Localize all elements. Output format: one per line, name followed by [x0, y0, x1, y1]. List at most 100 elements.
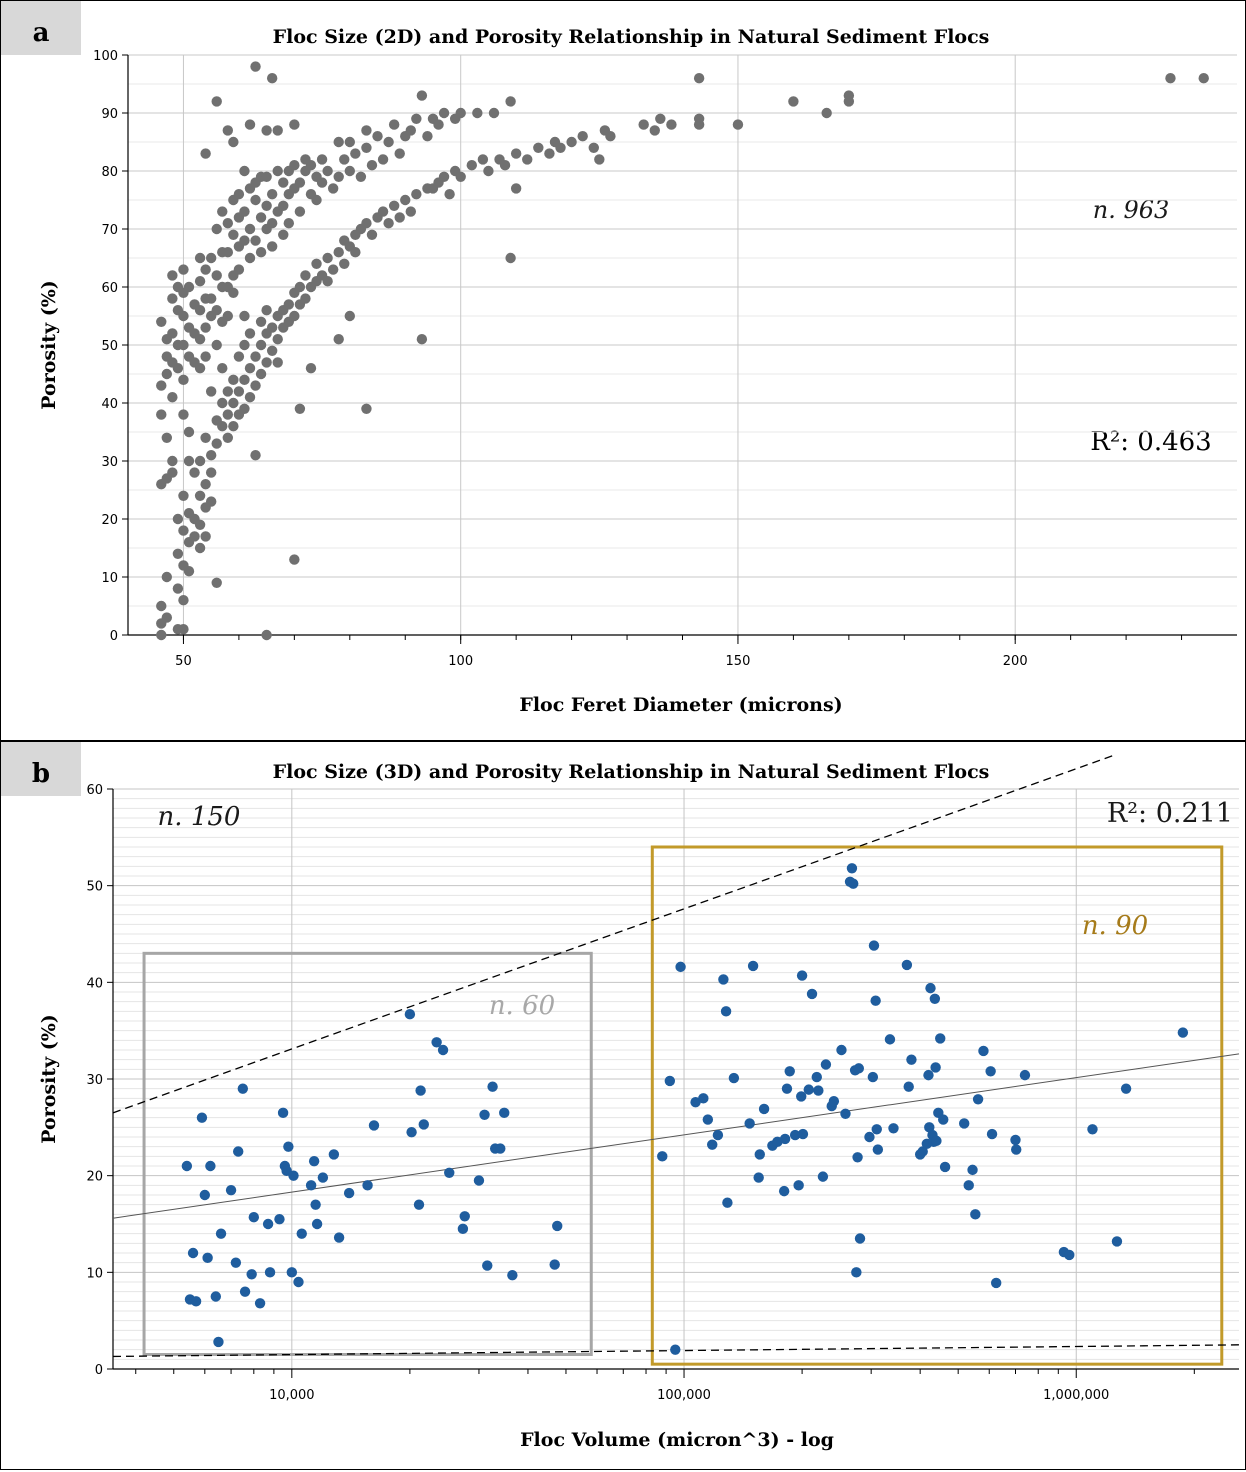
data-point: [167, 392, 178, 403]
data-point: [289, 554, 300, 565]
data-point: [781, 1083, 793, 1094]
data-point: [479, 1109, 490, 1120]
y-tick-label: 50: [101, 339, 118, 354]
data-point: [178, 264, 189, 275]
data-point: [377, 206, 389, 217]
data-point: [361, 142, 372, 153]
data-point: [361, 218, 372, 229]
data-point: [288, 1170, 299, 1181]
data-point: [698, 1093, 709, 1104]
data-point: [457, 1223, 469, 1235]
data-point: [239, 235, 250, 246]
data-point: [555, 142, 566, 153]
data-point: [433, 119, 444, 130]
data-point: [294, 281, 306, 293]
data-point: [244, 363, 256, 374]
data-point: [840, 1108, 851, 1119]
y-tick-label: 50: [86, 880, 103, 895]
data-point: [296, 1228, 307, 1239]
data-point: [181, 1160, 193, 1172]
data-point: [205, 1160, 216, 1172]
data-point: [239, 1286, 251, 1297]
data-point: [693, 73, 705, 84]
data-point: [211, 438, 222, 449]
data-point: [327, 183, 339, 194]
data-point: [274, 1213, 285, 1225]
data-point: [754, 1149, 765, 1160]
data-point: [720, 1006, 732, 1017]
data-point: [156, 600, 167, 612]
data-point: [167, 293, 178, 304]
data-point: [333, 171, 344, 182]
data-point: [244, 392, 256, 403]
data-point: [505, 96, 516, 107]
data-point: [213, 1336, 224, 1348]
data-point: [228, 374, 239, 385]
data-point: [254, 1298, 266, 1309]
data-point: [929, 993, 941, 1004]
data-point: [852, 1152, 863, 1163]
data-point: [339, 154, 350, 165]
data-point: [233, 264, 245, 275]
panel-a: a Floc Size (2D) and Porosity Relationsh…: [0, 0, 1246, 742]
data-point: [205, 386, 217, 397]
data-point: [415, 1085, 426, 1096]
data-point: [272, 357, 283, 368]
data-point: [544, 148, 555, 159]
y-axis-title: Porosity (%): [38, 1014, 60, 1144]
data-point: [377, 154, 389, 165]
data-point: [205, 496, 217, 507]
data-point: [472, 107, 483, 119]
data-point: [693, 119, 705, 130]
data-point: [211, 339, 222, 351]
data-point: [931, 1135, 942, 1147]
data-point: [594, 154, 605, 165]
data-point: [938, 1114, 949, 1125]
data-point: [707, 1139, 718, 1150]
data-point: [262, 1218, 274, 1230]
data-point: [194, 276, 206, 287]
data-point: [178, 525, 189, 536]
data-point: [286, 1267, 298, 1278]
data-point: [167, 467, 178, 478]
data-point: [178, 339, 189, 351]
data-point: [250, 351, 261, 362]
data-point: [178, 624, 189, 635]
data-point: [222, 409, 234, 420]
y-tick-label: 0: [95, 1363, 103, 1378]
data-point: [588, 142, 599, 153]
data-point: [239, 206, 250, 217]
data-point: [266, 241, 278, 252]
data-point: [294, 177, 306, 188]
data-point: [813, 1085, 824, 1096]
data-point: [202, 1252, 213, 1264]
x-axis-title: Floc Volume (micron^3) - log: [520, 1429, 834, 1451]
data-point: [217, 397, 228, 409]
data-point: [821, 107, 832, 119]
data-point: [972, 1094, 984, 1105]
data-point: [806, 988, 818, 1000]
data-point: [194, 252, 206, 264]
chart-b-svg: b Floc Size (3D) and Porosity Relationsh…: [1, 742, 1240, 1451]
chart-title: Floc Size (3D) and Porosity Relationship…: [273, 761, 990, 783]
y-tick-label: 90: [101, 107, 118, 122]
data-point: [261, 171, 272, 182]
data-point: [344, 136, 355, 148]
y-tick-label: 40: [101, 397, 118, 412]
data-point: [183, 426, 195, 438]
data-point: [266, 189, 278, 200]
data-point: [222, 432, 234, 443]
data-point: [372, 131, 383, 142]
data-point: [510, 148, 522, 159]
data-point: [344, 165, 355, 177]
data-point: [178, 595, 189, 606]
data-point: [779, 1133, 791, 1145]
data-point: [811, 1071, 822, 1083]
data-point: [533, 142, 544, 153]
data-point: [872, 1144, 884, 1155]
data-point: [189, 531, 200, 542]
data-point: [405, 125, 416, 136]
data-point: [215, 1228, 227, 1239]
data-point: [1111, 1236, 1123, 1247]
trend-line: [112, 1053, 1240, 1219]
